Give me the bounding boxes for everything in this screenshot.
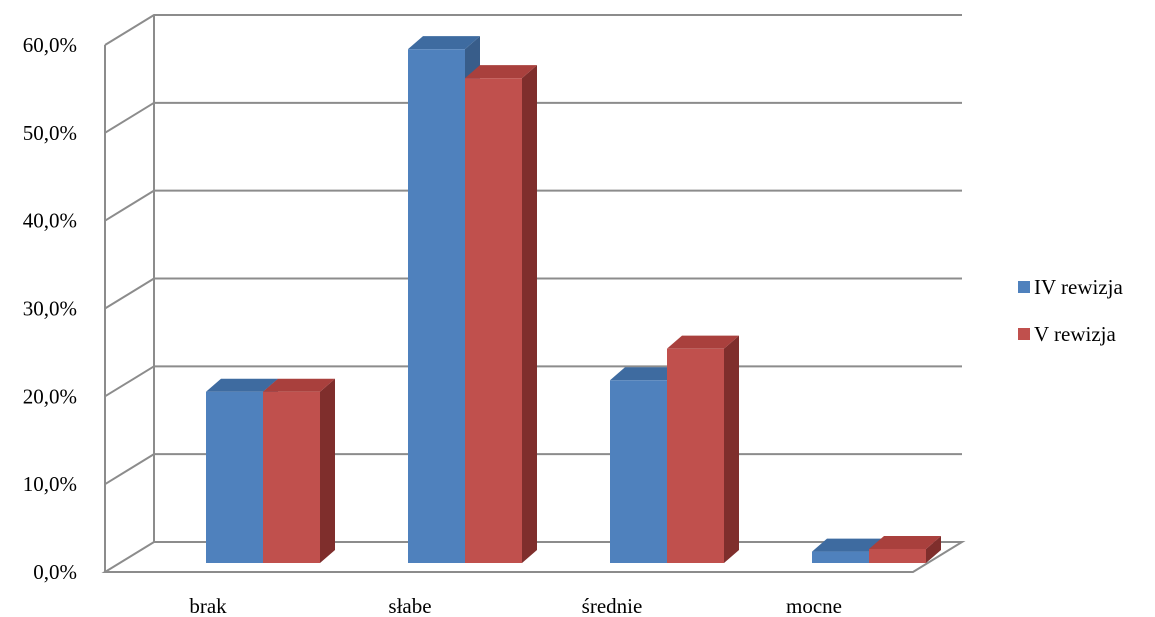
bar-front [263,391,320,563]
y-tick-label: 30,0% [23,297,77,321]
bar-front [408,49,465,564]
y-tick-label: 50,0% [23,121,77,145]
bar [465,65,537,563]
bar-top [465,65,537,79]
bars [206,36,941,564]
gridline [104,14,962,46]
x-category-label: słabe [388,594,431,617]
legend-label-iv: IV rewizja [1034,274,1123,299]
x-category-label: mocne [786,594,842,617]
bar-top [206,378,278,392]
bar [667,335,739,563]
legend-label-v: V rewizja [1034,321,1116,346]
y-tick-label: 40,0% [23,209,77,233]
y-tick-label: 60,0% [23,33,77,57]
bar-front [610,380,667,563]
legend: IV rewizja V rewizja [1018,274,1123,370]
y-axis-tick-labels: 0,0% 10,0% 20,0% 30,0% 40,0% 50,0% 60,0% [23,33,77,584]
bar-top [263,378,335,392]
x-category-label: średnie [582,594,643,617]
x-category-label: brak [189,594,227,617]
legend-item-v: V rewizja [1018,321,1123,346]
bar-front [206,391,263,563]
bar-front [812,551,869,563]
bar-top [812,538,884,552]
legend-swatch-v [1018,328,1030,340]
bar [869,535,941,563]
legend-swatch-iv [1018,281,1030,293]
axes [101,15,966,573]
legend-item-iv: IV rewizja [1018,274,1123,299]
bar-top [869,535,941,549]
bar-side [320,378,335,563]
y-tick-label: 20,0% [23,384,77,408]
bar [263,378,335,563]
y-tick-label: 10,0% [23,472,77,496]
bar-front [869,548,926,563]
y-tick-label: 0,0% [33,560,77,584]
bar-top [408,36,480,50]
bar-top [610,367,682,381]
bar-front [667,348,724,563]
x-axis-category-labels: brak słabe średnie mocne [189,594,842,617]
bar-front [465,78,522,563]
bar-side [522,65,537,563]
bar-top [667,335,739,349]
chart-floor [101,541,966,573]
bar-side [926,535,941,563]
bar-side [724,335,739,563]
